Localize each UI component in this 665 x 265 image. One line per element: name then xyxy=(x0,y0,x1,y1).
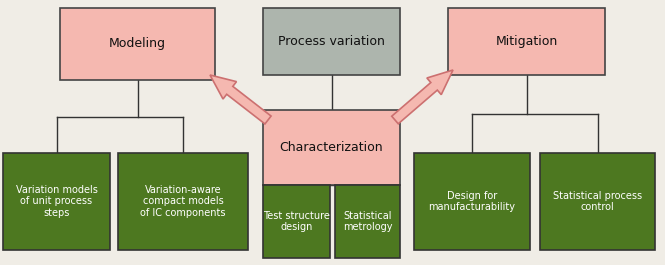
Text: Modeling: Modeling xyxy=(109,38,166,51)
FancyBboxPatch shape xyxy=(414,153,530,250)
Text: Statistical process
control: Statistical process control xyxy=(553,191,642,212)
Polygon shape xyxy=(210,75,271,124)
Text: Characterization: Characterization xyxy=(280,141,383,154)
FancyBboxPatch shape xyxy=(118,153,248,250)
FancyBboxPatch shape xyxy=(263,110,400,185)
FancyBboxPatch shape xyxy=(263,8,400,75)
Text: Statistical
metrology: Statistical metrology xyxy=(342,211,392,232)
Text: Process variation: Process variation xyxy=(278,35,385,48)
Polygon shape xyxy=(392,70,453,124)
FancyBboxPatch shape xyxy=(540,153,655,250)
FancyBboxPatch shape xyxy=(335,185,400,258)
Text: Test structure
design: Test structure design xyxy=(263,211,330,232)
FancyBboxPatch shape xyxy=(60,8,215,80)
Text: Design for
manufacturability: Design for manufacturability xyxy=(428,191,515,212)
Text: Variation-aware
compact models
of IC components: Variation-aware compact models of IC com… xyxy=(140,185,225,218)
Text: Variation models
of unit process
steps: Variation models of unit process steps xyxy=(15,185,98,218)
Text: Mitigation: Mitigation xyxy=(495,35,558,48)
FancyBboxPatch shape xyxy=(448,8,605,75)
FancyBboxPatch shape xyxy=(3,153,110,250)
FancyBboxPatch shape xyxy=(263,185,330,258)
